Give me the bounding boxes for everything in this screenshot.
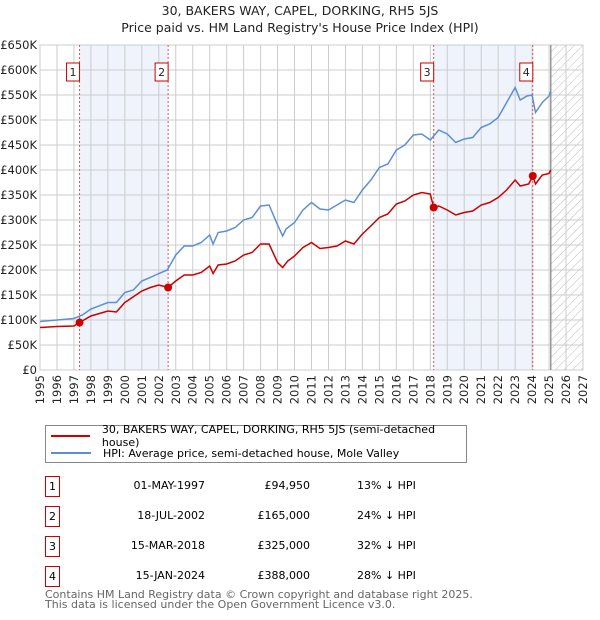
x-tick-label: 1995: [33, 375, 47, 404]
legend-label-property: 30, BAKERS WAY, CAPEL, DORKING, RH5 5JS …: [101, 423, 436, 449]
sale-row: 4 15-JAN-2024 £388,000 28% ↓ HPI: [45, 566, 465, 588]
x-tick-label: 1998: [84, 375, 98, 404]
sale-price: £94,950: [264, 479, 311, 492]
sale-date: 01-MAY-1997: [133, 479, 205, 492]
x-tick-label: 2017: [406, 375, 420, 404]
x-tick-label: 2016: [389, 375, 403, 404]
footer-line-1: Contains HM Land Registry data © Crown c…: [45, 588, 473, 601]
sale-marker-label: 4: [45, 566, 60, 587]
sale-marker-box: [66, 62, 81, 82]
x-tick-label: 2025: [542, 375, 556, 404]
sale-marker-label: 3: [424, 66, 431, 79]
x-tick-label: 2007: [237, 375, 251, 404]
chart-title: 30, BAKERS WAY, CAPEL, DORKING, RH5 5JS: [161, 3, 439, 18]
sale-price: £325,000: [257, 539, 311, 552]
y-tick-label: £350K: [0, 188, 37, 202]
y-tick-label: £0: [22, 363, 37, 377]
sale-point: [75, 318, 84, 327]
y-tick-label: £550K: [0, 88, 37, 102]
legend-swatch-property: [51, 435, 90, 437]
x-tick-label: 2000: [118, 375, 132, 404]
sale-point: [528, 172, 537, 180]
sale-row: 3 15-MAR-2018 £325,000 32% ↓ HPI: [45, 536, 465, 558]
sale-hpi-diff: 13% ↓ HPI: [357, 479, 416, 492]
x-tick-label: 2005: [203, 375, 217, 404]
sale-marker-label: 2: [158, 66, 165, 79]
x-tick-label: 1997: [67, 375, 81, 404]
sale-date: 15-JAN-2024: [135, 569, 205, 582]
sale-marker-label: 1: [70, 66, 77, 79]
plot-frame: [39, 44, 584, 371]
legend-swatch-hpi: [51, 452, 91, 454]
x-tick-label: 2004: [186, 375, 200, 404]
x-tick-label: 2001: [135, 375, 149, 404]
legend: 30, BAKERS WAY, CAPEL, DORKING, RH5 5JS …: [45, 423, 467, 463]
x-tick-label: 2013: [338, 375, 352, 404]
y-tick-label: £200K: [0, 263, 37, 277]
y-tick-label: £150K: [0, 288, 37, 302]
sale-hpi-diff: 32% ↓ HPI: [357, 539, 416, 552]
x-tick-label: 2027: [576, 375, 590, 404]
shaded-range: [79, 45, 169, 370]
sale-point: [429, 203, 438, 212]
x-tick-label: 2006: [220, 375, 234, 404]
x-tick-label: 2020: [457, 375, 471, 404]
shaded-range: [433, 45, 533, 370]
x-tick-label: 2011: [305, 375, 319, 404]
y-tick-label: £600K: [0, 63, 37, 77]
x-tick-label: 2008: [254, 375, 268, 404]
footer-line-2: This data is licensed under the Open Gov…: [45, 598, 396, 611]
x-tick-label: 2026: [559, 375, 573, 404]
x-tick-label: 2024: [525, 375, 539, 404]
sale-price: £165,000: [257, 509, 311, 522]
sale-marker-label: 3: [45, 536, 60, 557]
sale-row: 1 01-MAY-1997 £94,950 13% ↓ HPI: [45, 476, 465, 498]
x-tick-label: 2021: [474, 375, 488, 404]
y-tick-label: £250K: [0, 238, 37, 252]
x-tick-label: 2019: [440, 375, 454, 404]
sale-point: [164, 283, 173, 292]
y-tick-label: £650K: [0, 38, 37, 52]
legend-item-property: 30, BAKERS WAY, CAPEL, DORKING, RH5 5JS …: [46, 423, 466, 449]
x-tick-label: 2003: [169, 375, 183, 404]
sale-row: 2 18-JUL-2002 £165,000 24% ↓ HPI: [45, 506, 465, 528]
legend-label-hpi: HPI: Average price, semi-detached house,…: [103, 446, 400, 460]
x-tick-label: 2022: [491, 375, 505, 404]
sale-marker-box: [519, 62, 534, 82]
x-tick-label: 1996: [50, 375, 64, 404]
sale-date: 15-MAR-2018: [130, 539, 205, 552]
sale-marker-label: 4: [523, 66, 530, 79]
hpi-line: [39, 85, 552, 323]
y-tick-label: £300K: [0, 213, 37, 227]
x-tick-label: 2018: [423, 375, 437, 404]
x-tick-label: 2015: [372, 375, 386, 404]
y-tick-label: £50K: [8, 338, 38, 352]
y-tick-label: £100K: [0, 313, 37, 327]
x-tick-label: 2023: [508, 375, 522, 404]
sale-price: £388,000: [257, 569, 311, 582]
x-tick-label: 1999: [101, 375, 115, 404]
y-tick-label: £500K: [0, 113, 37, 127]
sale-marker-label: 1: [45, 476, 60, 497]
property-price-line: [39, 169, 552, 329]
chart-svg: £0 £50K £100K £150K £200K £250K £300K £350K £400…: [0, 38, 590, 404]
x-tick-label: 2009: [271, 375, 285, 404]
x-tick-label: 2010: [288, 375, 302, 404]
sale-date: 18-JUL-2002: [137, 509, 205, 522]
legend-item-hpi: HPI: Average price, semi-detached house,…: [46, 445, 399, 461]
sale-hpi-diff: 28% ↓ HPI: [357, 569, 416, 582]
chart-subtitle: Price paid vs. HM Land Registry's House …: [121, 20, 479, 35]
y-tick-label: £400K: [0, 163, 37, 177]
x-tick-label: 2012: [321, 375, 335, 404]
sale-hpi-diff: 24% ↓ HPI: [357, 509, 416, 522]
y-tick-label: £450K: [0, 138, 37, 152]
sale-marker-box: [154, 62, 169, 82]
x-tick-label: 2014: [355, 375, 369, 404]
sale-marker-box: [420, 62, 435, 82]
x-tick-label: 2002: [152, 375, 166, 404]
sale-marker-label: 2: [45, 506, 60, 527]
forecast-hatch: [550, 45, 583, 370]
